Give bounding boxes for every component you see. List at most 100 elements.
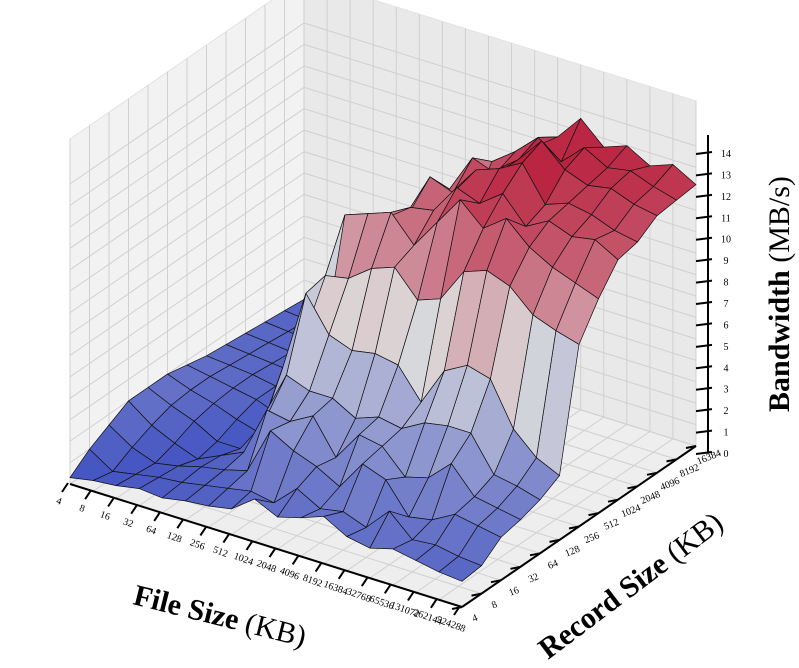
- x-tick: [176, 518, 185, 529]
- x-tick: [337, 569, 346, 580]
- y-tick-label: 512: [603, 517, 621, 533]
- x-tick: [61, 482, 69, 493]
- x-tick: [245, 540, 254, 551]
- z-tick: [695, 215, 713, 220]
- z-tick-label: 9: [724, 256, 729, 267]
- x-tick: [383, 583, 392, 594]
- y-tick-label: 8: [490, 599, 499, 611]
- z-tick: [695, 151, 713, 155]
- y-tick: [529, 552, 541, 557]
- x-tick-label: 1024: [232, 551, 255, 568]
- z-tick: [695, 279, 713, 284]
- y-tick: [627, 485, 638, 490]
- z-tick-label: 13: [721, 170, 731, 181]
- z-tick-label: 5: [724, 342, 729, 353]
- back-grid-line: [69, 172, 305, 335]
- y-tick: [588, 512, 599, 517]
- y-tick-label: 2048: [639, 489, 662, 507]
- back-grid-line: [69, 215, 305, 378]
- y-tick-label: 4: [471, 613, 480, 625]
- y-tick-label: 256: [583, 530, 601, 546]
- back-grid-line: [69, 151, 305, 314]
- back-grid-line: [69, 22, 305, 185]
- x-axis-unit: (KB): [242, 607, 310, 654]
- y-tick: [646, 471, 658, 476]
- x-tick: [153, 511, 162, 522]
- back-grid-line: [69, 193, 305, 356]
- x-tick-label: 8192: [301, 573, 324, 590]
- x-tick: [199, 525, 208, 536]
- z-tick: [695, 322, 713, 327]
- z-tick: [695, 365, 713, 370]
- y-tick-label: 16: [507, 585, 520, 599]
- y-tick: [568, 525, 580, 530]
- z-tick: [695, 343, 713, 348]
- z-tick-label: 0: [724, 449, 729, 460]
- y-tick: [607, 498, 619, 503]
- y-tick: [451, 606, 463, 610]
- y-tick-label: 64: [546, 558, 559, 572]
- x-tick: [268, 547, 277, 558]
- y-tick-label: 4096: [659, 476, 682, 494]
- back-grid-line: [69, 86, 305, 249]
- x-tick-label: 2048: [255, 558, 278, 575]
- x-axis-title: File Size (KB): [130, 579, 309, 654]
- x-tick-label: 8: [78, 503, 86, 515]
- back-grid-line: [303, 22, 697, 147]
- x-tick-label: 512: [211, 545, 229, 560]
- y-tick-label: 32: [527, 572, 540, 586]
- x-tick-label: 128: [165, 530, 183, 545]
- y-tick: [685, 445, 697, 449]
- z-tick-label: 1: [724, 428, 729, 439]
- x-tick: [84, 489, 92, 500]
- z-tick-label: 2: [724, 406, 729, 417]
- z-tick-label: 7: [724, 299, 729, 310]
- back-grid-line: [69, 236, 305, 399]
- z-tick-label: 14: [721, 149, 731, 160]
- x-tick: [314, 562, 323, 573]
- x-tick: [107, 496, 115, 508]
- z-tick-label: 3: [724, 385, 729, 396]
- y-tick: [666, 458, 677, 463]
- x-tick: [222, 533, 231, 544]
- y-axis-unit: (KB): [660, 506, 729, 569]
- y-tick: [490, 579, 502, 584]
- z-tick-label: 12: [721, 192, 731, 203]
- x-axis-line: [69, 483, 463, 608]
- x-tick-label: 524288: [435, 614, 467, 635]
- x-axis-label: File Size: [130, 579, 242, 637]
- y-tick-label: 128: [564, 544, 582, 560]
- back-grid-line: [303, 43, 697, 168]
- z-tick-label: 10: [721, 235, 731, 246]
- back-grid-line: [69, 129, 305, 292]
- z-tick: [695, 301, 713, 305]
- back-grid-line: [69, 65, 305, 228]
- back-grid-line: [69, 108, 305, 271]
- z-tick: [695, 236, 713, 241]
- z-tick: [695, 193, 713, 198]
- surface-facet: [69, 448, 113, 481]
- x-tick-label: 4: [55, 496, 63, 508]
- x-tick-label: 4096: [278, 565, 301, 582]
- y-tick-label: 1024: [620, 503, 643, 521]
- back-grid-line: [69, 258, 305, 421]
- z-tick: [695, 429, 713, 434]
- x-tick: [407, 590, 415, 602]
- x-tick: [430, 598, 438, 609]
- z-tick-label: 8: [724, 278, 729, 289]
- z-tick: [695, 451, 713, 455]
- y-tick: [510, 565, 521, 570]
- x-tick-label: 256: [188, 537, 206, 552]
- z-axis-label: Bandwidth: [763, 270, 796, 412]
- y-tick-label: 16384: [695, 448, 722, 468]
- z-tick-label: 4: [724, 363, 729, 374]
- z-axis-title: Bandwidth (MB/s): [763, 176, 796, 412]
- z-tick: [695, 172, 713, 177]
- back-grid-line: [69, 279, 305, 442]
- y-tick: [549, 538, 560, 543]
- z-tick: [695, 408, 713, 413]
- back-grid-line: [69, 43, 305, 206]
